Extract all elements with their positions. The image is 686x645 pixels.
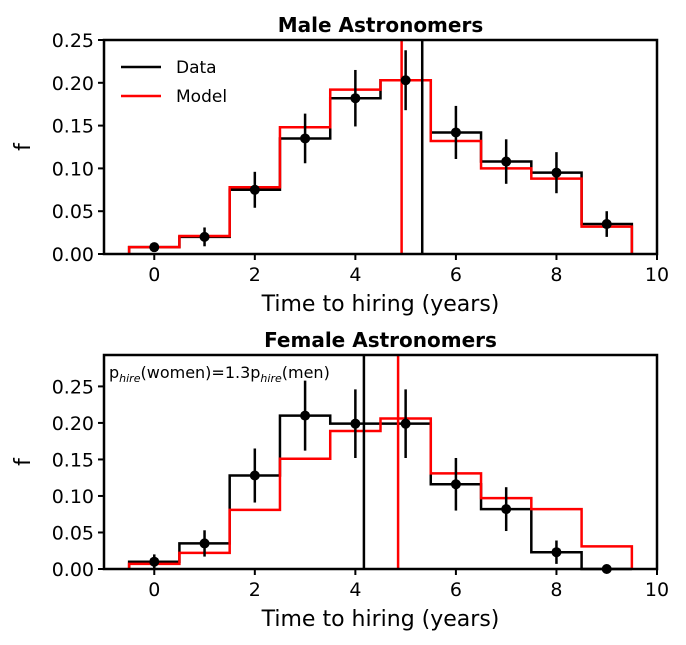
x-tick-label: 4: [349, 264, 361, 286]
data-point: [450, 127, 461, 138]
data-point: [249, 184, 260, 195]
x-tick-label: 2: [249, 264, 261, 286]
y-tick-label: 0.10: [52, 486, 94, 508]
y-tick-label: 0.10: [52, 158, 94, 180]
y-tick-label: 0.00: [52, 244, 94, 266]
data-point: [551, 167, 562, 178]
data-point: [149, 556, 160, 567]
y-tick-label: 0.05: [52, 522, 94, 544]
y-tick-label: 0.05: [52, 201, 94, 223]
data-point: [149, 242, 160, 253]
annotation-part: p: [109, 363, 119, 382]
chart-title: Female Astronomers: [264, 328, 497, 352]
x-tick-label: 0: [148, 264, 160, 286]
legend: Data Model: [121, 58, 227, 107]
axes-frame: [102, 353, 659, 571]
axes-frame: [102, 38, 659, 256]
data-point: [450, 479, 461, 490]
legend-label-model: Model: [176, 87, 227, 107]
y-axis-label: f: [11, 457, 36, 466]
y-axis-label: f: [11, 142, 36, 151]
x-tick-label: 0: [148, 579, 160, 601]
x-tick-label: 2: [249, 579, 261, 601]
panel-male-astronomers: Male Astronomers 0 2 4 6 8 10 0.00 0.05 0.10 0.15 0…: [11, 13, 669, 317]
annotation-part: (women)=1.3p: [140, 363, 260, 382]
legend-label-data: Data: [176, 58, 217, 78]
data-point: [400, 75, 411, 86]
annotation-part: (men): [282, 363, 330, 382]
data-point: [350, 418, 361, 429]
data-point: [501, 504, 512, 515]
y-tick-label: 0.15: [52, 116, 94, 138]
x-tick-label: 10: [645, 264, 669, 286]
panel-female-astronomers: Female Astronomers 0 2 4 6 8 10 0.00 0.05 0.10 0.1…: [11, 328, 669, 632]
x-tick-label: 4: [349, 579, 361, 601]
data-point: [300, 133, 311, 144]
y-tick-label: 0.20: [52, 413, 94, 435]
x-axis-label: Time to hiring (years): [261, 607, 500, 632]
y-tick-label: 0.00: [52, 559, 94, 581]
data-point: [400, 418, 411, 429]
annotation-phire-ratio: phire(women)=1.3phire(men): [109, 363, 330, 385]
chart-title: Male Astronomers: [278, 13, 483, 37]
y-tick-label: 0.15: [52, 449, 94, 471]
data-point: [300, 410, 311, 421]
data-point: [551, 547, 562, 558]
y-tick-label: 0.20: [52, 73, 94, 95]
x-axis-label: Time to hiring (years): [261, 292, 500, 317]
x-tick-label: 6: [450, 579, 462, 601]
data-point: [199, 231, 210, 242]
x-tick-label: 8: [550, 264, 562, 286]
annotation-part: hire: [260, 372, 282, 385]
x-tick-label: 10: [645, 579, 669, 601]
data-point: [199, 538, 210, 549]
y-tick-label: 0.25: [52, 30, 94, 52]
y-tick-label: 0.25: [52, 376, 94, 398]
data-point: [501, 156, 512, 167]
data-point: [601, 219, 612, 230]
data-point: [350, 93, 361, 104]
x-tick-label: 6: [450, 264, 462, 286]
x-tick-label: 8: [550, 579, 562, 601]
annotation-part: hire: [119, 372, 141, 385]
data-point: [249, 470, 260, 481]
